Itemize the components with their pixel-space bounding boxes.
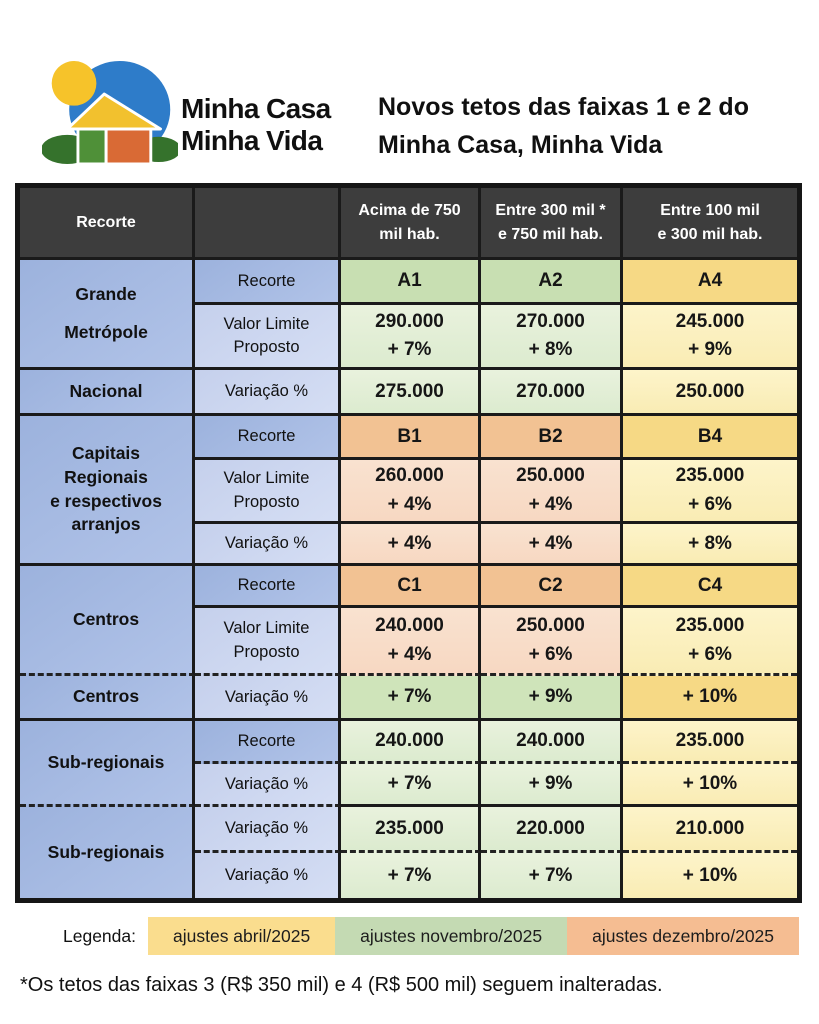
- cell-c2: C2: [481, 566, 623, 608]
- cell-r12-c2: 220.000: [481, 807, 623, 853]
- house-icon: [65, 92, 162, 166]
- brand-line1: Minha Casa: [181, 93, 331, 124]
- cell-r9-c1: + 7%: [341, 676, 481, 721]
- cell-r6-c3: + 8%: [623, 524, 797, 566]
- col-header-acima-750: Acima de 750 mil hab.: [341, 188, 481, 260]
- cell-r11-c3: + 10%: [623, 764, 797, 807]
- cell-c1: C1: [341, 566, 481, 608]
- cell-r8-sublabel: Valor Limite Proposto: [195, 608, 341, 676]
- legend-label: Legenda:: [63, 925, 136, 946]
- cell-r4-sublabel: Recorte: [195, 416, 341, 460]
- cell-r6-c2: + 4%: [481, 524, 623, 566]
- cell-r8-c2: 250.000 + 6%: [481, 608, 623, 676]
- cell-b2: B2: [481, 416, 623, 460]
- cell-r12-c3: 210.000: [623, 807, 797, 853]
- cell-r9-c3: + 10%: [623, 676, 797, 721]
- cell-r3-c2: 270.000: [481, 370, 623, 416]
- cell-r5-c1: 260.000 + 4%: [341, 460, 481, 524]
- sun-icon: [51, 61, 97, 106]
- cell-r3-sublabel: Variação %: [195, 370, 341, 416]
- row-label-subregionais-2: Sub-regionais: [20, 807, 195, 898]
- cell-r11-c2: + 9%: [481, 764, 623, 807]
- cell-r13-sublabel: Variação %: [195, 853, 341, 898]
- cell-r13-c2: + 7%: [481, 853, 623, 898]
- col-header-recorte: Recorte: [20, 188, 195, 260]
- tetos-table: Recorte Acima de 750 mil hab. Entre 300 …: [15, 183, 802, 903]
- title-line2: Minha Casa, Minha Vida: [378, 131, 663, 159]
- brand-line2: Minha Vida: [181, 124, 323, 156]
- cell-r2-c2: 270.000 + 8%: [481, 305, 623, 370]
- cell-r5-c3: 235.000 + 6%: [623, 460, 797, 524]
- legend-item-abril-2025: ajustes abril/2025: [148, 917, 336, 955]
- cell-r10-c2: 240.000: [481, 721, 623, 764]
- cell-r3-c1: 275.000: [341, 370, 481, 416]
- row-label-subregionais: Sub-regionais: [20, 721, 195, 807]
- col-header-empty: [195, 188, 341, 260]
- cell-r8-c1: 240.000 + 4%: [341, 608, 481, 676]
- cell-b4: B4: [623, 416, 797, 460]
- row-label-grande-metropole: Grande Metrópole: [20, 260, 195, 370]
- row-label-centros-2: Centros: [20, 676, 195, 721]
- cell-r13-c3: + 10%: [623, 853, 797, 898]
- cell-r9-sublabel: Variação %: [195, 676, 341, 721]
- cell-r2-c3: 245.000 + 9%: [623, 305, 797, 370]
- cell-r11-sublabel: Variação %: [195, 764, 341, 807]
- page-title: Novos tetos das faixas 1 e 2 do Minha Ca…: [378, 88, 749, 164]
- cell-r6-sublabel: Variação %: [195, 524, 341, 566]
- cell-r12-c1: 235.000: [341, 807, 481, 853]
- cell-r5-sublabel: Valor Limite Proposto: [195, 460, 341, 524]
- cell-r6-c1: + 4%: [341, 524, 481, 566]
- cell-r7-sublabel: Recorte: [195, 566, 341, 608]
- cell-a2: A2: [481, 260, 623, 305]
- row-label-nacional: Nacional: [20, 370, 195, 416]
- row-label-capitais-regionais: Capitais Regionais e respectivos arranjo…: [20, 416, 195, 566]
- cell-r8-c3: 235.000 + 6%: [623, 608, 797, 676]
- cell-r11-c1: + 7%: [341, 764, 481, 807]
- cell-r3-c3: 250.000: [623, 370, 797, 416]
- cell-r9-c2: + 9%: [481, 676, 623, 721]
- cell-r2-sublabel: Valor Limite Proposto: [195, 305, 341, 370]
- cell-a4: A4: [623, 260, 797, 305]
- cell-r5-c2: 250.000 + 4%: [481, 460, 623, 524]
- cell-b1: B1: [341, 416, 481, 460]
- cell-r10-sublabel: Recorte: [195, 721, 341, 764]
- cell-r12-sublabel: Variação %: [195, 807, 341, 853]
- legend: Legenda: ajustes abril/2025 ajustes nove…: [63, 917, 800, 955]
- cell-r10-c1: 240.000: [341, 721, 481, 764]
- cell-r10-c3: 235.000: [623, 721, 797, 764]
- brand-name: Minha Casa Minha Vida: [181, 93, 331, 157]
- col-header-entre-100-300: Entre 100 mil e 300 mil hab.: [623, 188, 797, 260]
- footnote: *Os tetos das faixas 3 (R$ 350 mil) e 4 …: [20, 974, 663, 996]
- cell-r13-c1: + 7%: [341, 853, 481, 898]
- mcmv-logo-icon: [42, 61, 178, 166]
- cell-r1-sublabel: Recorte: [195, 260, 341, 305]
- title-line1: Novos tetos das faixas 1 e 2 do: [378, 93, 749, 121]
- legend-item-dezembro-2025: ajustes dezembro/2025: [567, 917, 800, 955]
- legend-item-novembro-2025: ajustes novembro/2025: [335, 917, 568, 955]
- cell-c4: C4: [623, 566, 797, 608]
- cell-a1: A1: [341, 260, 481, 305]
- col-header-entre-300-750: Entre 300 mil * e 750 mil hab.: [481, 188, 623, 260]
- row-label-centros: Centros: [20, 566, 195, 676]
- cell-r2-c1: 290.000 + 7%: [341, 305, 481, 370]
